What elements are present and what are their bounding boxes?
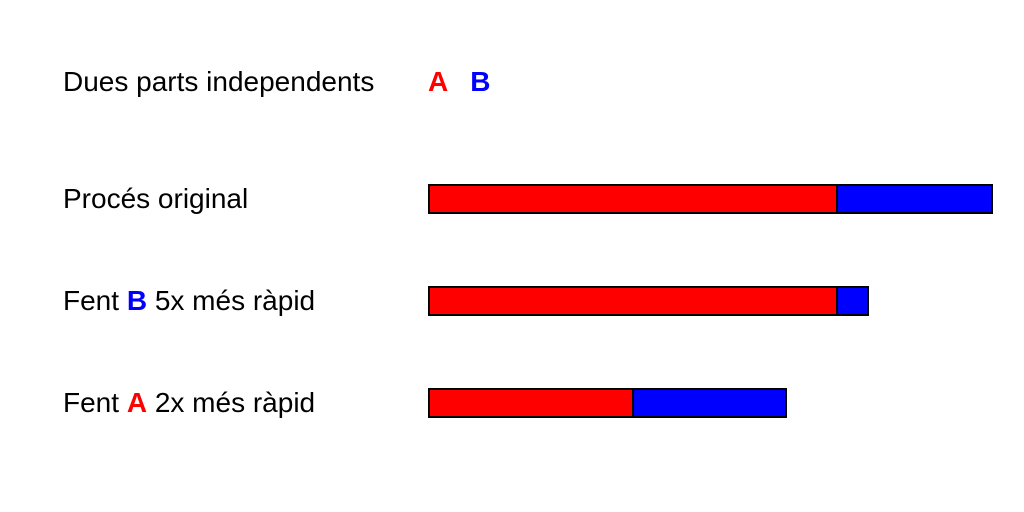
time-bar xyxy=(428,388,787,418)
page-title: Dues parts independents xyxy=(63,66,375,97)
row-label-part-a: A xyxy=(126,387,148,418)
process-row: Procés original xyxy=(0,184,1024,214)
bar-segment-b xyxy=(836,286,869,316)
time-bar xyxy=(428,286,869,316)
row-label: Procés original xyxy=(63,184,248,214)
bar-segment-b xyxy=(632,388,787,418)
row-label-part-b: B xyxy=(126,285,148,316)
row-label-text: Fent xyxy=(63,387,127,418)
bar-segment-a xyxy=(428,184,838,214)
row-label-text: 2x més ràpid xyxy=(147,387,316,418)
row-label-text: 5x més ràpid xyxy=(147,285,316,316)
legend-part-b: B xyxy=(470,66,491,97)
process-row: Fent B 5x més ràpid xyxy=(0,286,1024,316)
row-label-text: Procés original xyxy=(63,183,249,214)
bar-segment-b xyxy=(836,184,993,214)
row-label: Fent A 2x més ràpid xyxy=(63,388,315,418)
bar-segment-a xyxy=(428,286,838,316)
row-label: Fent B 5x més ràpid xyxy=(63,286,315,316)
row-label-text: Fent xyxy=(63,285,127,316)
time-bar xyxy=(428,184,993,214)
bar-segment-a xyxy=(428,388,634,418)
process-row: Fent A 2x més ràpid xyxy=(0,388,1024,418)
legend-part-a: A xyxy=(428,66,449,97)
